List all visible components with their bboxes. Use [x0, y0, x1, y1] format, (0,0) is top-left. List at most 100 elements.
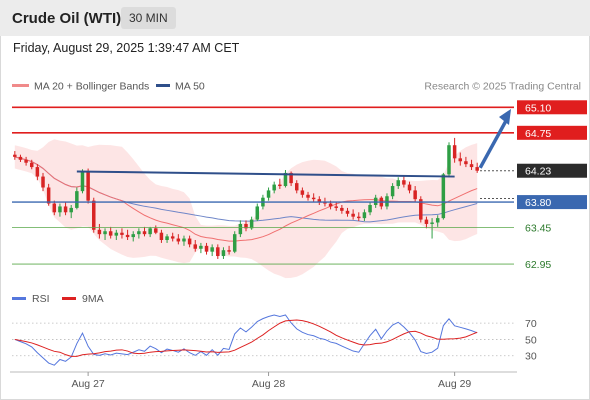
candle-body — [402, 180, 406, 185]
x-tick-label: Aug 27 — [71, 378, 104, 390]
candle-body — [430, 222, 434, 224]
candle-body — [419, 199, 423, 220]
candle-body — [199, 245, 203, 249]
timeframe-badge[interactable]: 30 MIN — [121, 7, 176, 29]
candle-body — [300, 190, 305, 195]
candle-body — [435, 218, 440, 223]
ma50-legend-swatch — [156, 84, 170, 87]
candle-body — [283, 172, 288, 187]
level-label-box — [517, 163, 587, 178]
candle-body — [204, 245, 209, 252]
candle-body — [469, 164, 474, 168]
rsi-legend-swatch — [12, 297, 26, 300]
candle-body — [249, 219, 254, 229]
candle-body — [35, 167, 40, 177]
level-label: 63.45 — [525, 223, 551, 235]
candle-body — [103, 231, 107, 235]
candle-body — [120, 232, 124, 235]
rsi-line — [14, 314, 478, 366]
credit-label: Research © 2025 Trading Central — [424, 81, 581, 93]
candle-body — [125, 234, 130, 238]
candle-body — [159, 232, 164, 240]
header-bar — [0, 0, 590, 36]
rsi-tick-label: 50 — [525, 334, 537, 346]
candle-body — [170, 236, 175, 239]
candle-body — [272, 184, 276, 191]
candle-body — [407, 184, 412, 191]
candle-body — [255, 206, 260, 220]
candle-body — [475, 167, 479, 171]
level-label-box — [517, 195, 587, 210]
forecast-arrow-shaft — [478, 118, 509, 169]
candle-body — [193, 244, 198, 249]
candle-body — [92, 200, 96, 230]
candle-body — [154, 228, 158, 233]
candle-body — [137, 231, 141, 235]
candle-body — [18, 156, 23, 160]
instrument-title: Crude Oil (WTI) — [12, 10, 122, 27]
candle-body — [221, 250, 226, 257]
candle-body — [108, 231, 113, 236]
candle-body — [24, 159, 28, 163]
level-label-box — [517, 125, 587, 140]
candle-body — [266, 190, 271, 198]
x-axis: Aug 27 Aug 28 Aug 29 — [71, 372, 471, 390]
candle-body — [413, 190, 417, 200]
candle-body — [86, 171, 90, 201]
candle-body — [452, 145, 457, 159]
level-label: 65.10 — [525, 102, 551, 114]
candle-body — [187, 238, 192, 245]
candle-body — [357, 216, 361, 219]
rsi-legend-label: RSI — [32, 293, 50, 305]
rsi-ma-legend-swatch — [62, 297, 76, 300]
candle-body — [385, 196, 389, 207]
candle-body — [328, 203, 333, 207]
candle-body — [63, 206, 68, 213]
price-levels: 65.10 64.75 64.23 63.80 63.45 62.95 — [12, 100, 587, 271]
candle-body — [80, 171, 85, 192]
candle-body — [52, 203, 57, 213]
candle-body — [447, 145, 451, 175]
level-label: 62.95 — [525, 259, 551, 271]
candle-body — [142, 231, 147, 235]
candle-body — [362, 212, 367, 219]
timestamp: Friday, August 29, 2025 1:39:47 AM CET — [13, 41, 240, 55]
level-label: 64.23 — [525, 166, 551, 178]
candle-body — [114, 232, 119, 236]
rsi-ma-line — [14, 319, 478, 357]
candle-body — [29, 162, 34, 168]
candle-body — [424, 219, 429, 224]
candle-body — [396, 180, 400, 187]
candle-body — [176, 238, 181, 242]
candle-body — [373, 197, 378, 205]
rsi-tick-label: 70 — [525, 318, 537, 330]
candle-body — [289, 172, 293, 184]
candle-body — [368, 205, 372, 213]
x-tick-label: Aug 28 — [252, 378, 285, 390]
rsi-panel: 70 50 30 — [12, 314, 537, 366]
candle-body — [58, 206, 62, 213]
candle-body — [238, 223, 243, 235]
ma50-legend-label: MA 50 — [175, 81, 205, 93]
rsi-tick-label: 30 — [525, 351, 537, 363]
candle-body — [13, 154, 17, 157]
bollinger-band — [14, 139, 478, 279]
rsi-ma-legend-label: 9MA — [82, 293, 104, 305]
candle-body — [41, 176, 45, 188]
candle-body — [182, 238, 186, 242]
candle-body — [75, 191, 79, 208]
candle-body — [131, 234, 135, 238]
candle-body — [351, 213, 355, 217]
x-tick-label: Aug 29 — [438, 378, 471, 390]
candle-body — [216, 247, 220, 257]
candle-body — [323, 202, 327, 204]
level-label-box — [517, 100, 587, 115]
candle-body — [441, 174, 446, 219]
candle-body — [317, 199, 322, 203]
candle-body — [227, 250, 231, 252]
candle-body — [278, 184, 282, 187]
candle-body — [232, 234, 237, 252]
candle-body — [210, 247, 214, 252]
candle-body — [97, 229, 102, 235]
